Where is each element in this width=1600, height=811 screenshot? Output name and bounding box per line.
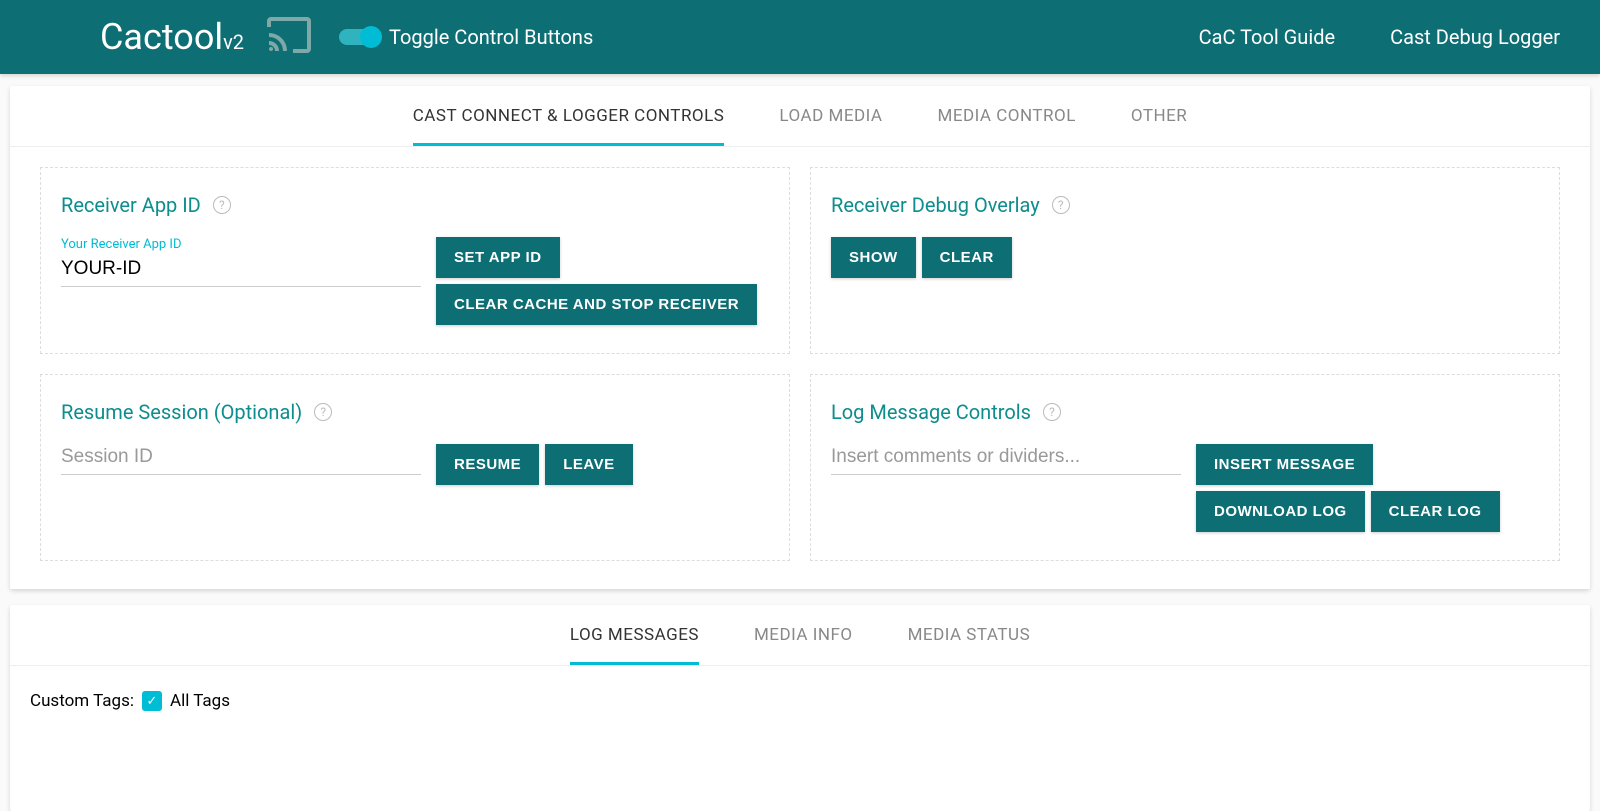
show-overlay-button[interactable]: SHOW	[831, 237, 916, 278]
resume-button[interactable]: RESUME	[436, 444, 539, 485]
help-icon[interactable]: ?	[1043, 403, 1061, 421]
logo: Cactoolv2	[100, 16, 244, 58]
clear-overlay-button[interactable]: CLEAR	[922, 237, 1012, 278]
card-title: Receiver Debug Overlay	[831, 193, 1040, 217]
tab-other[interactable]: OTHER	[1131, 86, 1187, 146]
log-panel: LOG MESSAGES MEDIA INFO MEDIA STATUS Cus…	[10, 605, 1590, 811]
link-cac-guide[interactable]: CaC Tool Guide	[1199, 25, 1335, 49]
tab-media-info[interactable]: MEDIA INFO	[754, 605, 853, 665]
receiver-app-id-input[interactable]	[61, 256, 421, 287]
custom-tags-row: Custom Tags: ✓ All Tags	[10, 666, 1590, 811]
cards-grid: Receiver App ID ? Your Receiver App ID S…	[10, 147, 1590, 581]
link-debug-logger[interactable]: Cast Debug Logger	[1390, 25, 1560, 49]
session-id-input[interactable]	[61, 444, 421, 475]
tab-media-status[interactable]: MEDIA STATUS	[908, 605, 1031, 665]
receiver-input-label: Your Receiver App ID	[61, 237, 421, 252]
clear-cache-stop-button[interactable]: CLEAR CACHE AND STOP RECEIVER	[436, 284, 757, 325]
card-receiver-app-id: Receiver App ID ? Your Receiver App ID S…	[40, 167, 790, 354]
help-icon[interactable]: ?	[314, 403, 332, 421]
tab-cast-connect[interactable]: CAST CONNECT & LOGGER CONTROLS	[413, 86, 725, 146]
main-panel: CAST CONNECT & LOGGER CONTROLS LOAD MEDI…	[10, 86, 1590, 589]
toggle-control-buttons[interactable]: Toggle Control Buttons	[339, 25, 593, 49]
all-tags-checkbox[interactable]: ✓	[142, 691, 162, 711]
main-tabs: CAST CONNECT & LOGGER CONTROLS LOAD MEDI…	[10, 86, 1590, 147]
toggle-switch[interactable]	[339, 29, 379, 45]
leave-button[interactable]: LEAVE	[545, 444, 632, 485]
all-tags-label: All Tags	[170, 691, 230, 711]
cast-icon	[259, 11, 319, 63]
toggle-label: Toggle Control Buttons	[389, 25, 593, 49]
log-message-input[interactable]	[831, 444, 1181, 475]
card-title: Receiver App ID	[61, 193, 201, 217]
tab-load-media[interactable]: LOAD MEDIA	[779, 86, 882, 146]
tab-log-messages[interactable]: LOG MESSAGES	[570, 605, 699, 665]
log-tabs: LOG MESSAGES MEDIA INFO MEDIA STATUS	[10, 605, 1590, 666]
app-header: Cactoolv2 Toggle Control Buttons CaC Too…	[0, 0, 1600, 74]
custom-tags-label: Custom Tags:	[30, 691, 134, 711]
download-log-button[interactable]: DOWNLOAD LOG	[1196, 491, 1365, 532]
logo-main: Cactool	[100, 16, 223, 58]
insert-message-button[interactable]: INSERT MESSAGE	[1196, 444, 1373, 485]
clear-log-button[interactable]: CLEAR LOG	[1371, 491, 1500, 532]
help-icon[interactable]: ?	[1052, 196, 1070, 214]
card-resume-session: Resume Session (Optional) ? RESUME LEAVE	[40, 374, 790, 561]
tab-media-control[interactable]: MEDIA CONTROL	[938, 86, 1076, 146]
card-title: Log Message Controls	[831, 400, 1031, 424]
card-title: Resume Session (Optional)	[61, 400, 302, 424]
set-app-id-button[interactable]: SET APP ID	[436, 237, 560, 278]
logo-sub: v2	[223, 30, 244, 54]
card-debug-overlay: Receiver Debug Overlay ? SHOW CLEAR	[810, 167, 1560, 354]
card-log-controls: Log Message Controls ? INSERT MESSAGE DO…	[810, 374, 1560, 561]
help-icon[interactable]: ?	[213, 196, 231, 214]
header-links: CaC Tool Guide Cast Debug Logger	[1199, 25, 1560, 49]
